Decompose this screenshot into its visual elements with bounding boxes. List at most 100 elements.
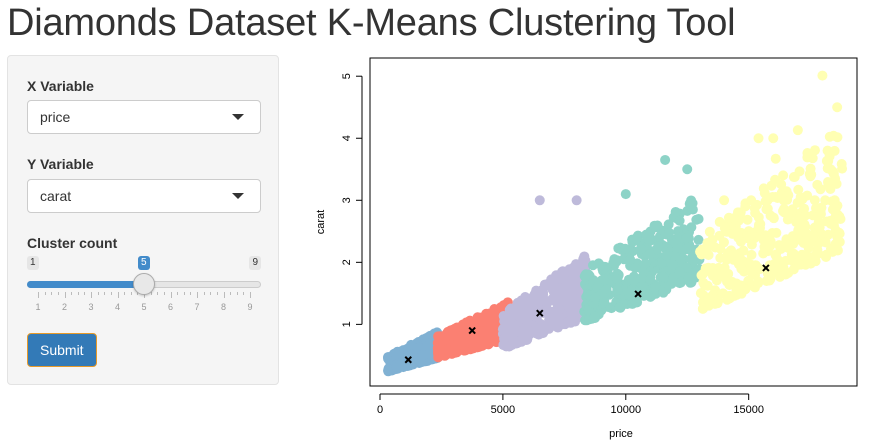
data-point <box>483 339 494 350</box>
outlier-point <box>817 70 828 81</box>
y-variable-select[interactable]: carat <box>27 179 261 213</box>
data-point <box>576 260 587 271</box>
data-point <box>789 171 800 182</box>
data-point <box>527 292 538 303</box>
slider-tick <box>130 292 132 295</box>
cluster-4-points <box>579 195 705 326</box>
data-point <box>466 317 477 328</box>
y-tick-label: 4 <box>341 135 353 141</box>
outlier-point <box>792 125 803 136</box>
data-point <box>706 263 717 274</box>
data-point <box>780 269 791 280</box>
data-point <box>415 356 426 367</box>
x-variable-value: price <box>40 109 71 125</box>
slider-tick <box>77 292 79 295</box>
data-point <box>674 278 685 289</box>
data-point <box>774 240 785 251</box>
data-point <box>612 273 623 284</box>
y-variable-label: Y Variable <box>27 156 94 172</box>
data-point <box>788 239 799 250</box>
data-point <box>554 304 565 315</box>
data-point <box>687 252 698 263</box>
outlier-point <box>829 195 840 206</box>
data-point <box>562 291 573 302</box>
cluster-1-center <box>404 356 412 364</box>
cluster-count-slider[interactable]: 1 5 9 1 2 3 4 5 6 7 8 9 <box>27 256 261 316</box>
data-point <box>681 233 692 244</box>
slider-tick <box>203 292 205 295</box>
data-point <box>727 276 738 287</box>
data-point <box>703 294 714 305</box>
data-point <box>635 243 646 254</box>
data-point <box>696 249 707 260</box>
data-point <box>704 239 715 250</box>
x-variable-select[interactable]: price <box>27 100 261 134</box>
data-point <box>820 237 831 248</box>
data-point <box>822 145 833 156</box>
data-point <box>821 251 832 262</box>
data-point <box>632 297 643 308</box>
data-point <box>661 250 672 261</box>
data-point <box>434 340 445 351</box>
data-point <box>734 282 745 293</box>
data-point <box>808 230 819 241</box>
slider-tick <box>157 292 159 295</box>
data-point <box>796 249 807 260</box>
slider-tick <box>197 292 198 298</box>
data-point <box>580 269 591 280</box>
data-point <box>805 258 816 269</box>
data-point <box>522 318 533 329</box>
data-point <box>799 219 810 230</box>
submit-button[interactable]: Submit <box>27 333 97 367</box>
slider-tick-label: 5 <box>141 302 147 312</box>
data-point <box>779 207 790 218</box>
slider-tick <box>124 292 126 295</box>
data-point <box>499 333 510 344</box>
data-point <box>611 256 622 267</box>
data-point <box>664 227 675 238</box>
cluster-3-center <box>536 309 544 317</box>
data-point <box>424 349 435 360</box>
data-point <box>761 275 772 286</box>
data-point <box>620 243 631 254</box>
slider-tick <box>216 292 218 295</box>
cluster-4-center <box>634 290 642 298</box>
data-point <box>788 264 799 275</box>
data-point <box>623 274 634 285</box>
data-point <box>778 195 789 206</box>
y-axis-label: carat <box>315 210 327 234</box>
cluster-count-label: Cluster count <box>27 235 118 251</box>
slider-value-label: 5 <box>138 256 150 270</box>
slider-track-fill <box>27 281 144 288</box>
data-point <box>727 228 738 239</box>
data-point <box>644 236 655 247</box>
data-point <box>771 249 782 260</box>
data-point <box>693 234 704 245</box>
data-point <box>504 318 515 329</box>
data-point <box>829 145 840 156</box>
data-point <box>645 274 656 285</box>
data-point <box>802 148 813 159</box>
x-tick-label: 10000 <box>610 404 641 416</box>
y-tick-label: 1 <box>341 321 353 327</box>
slider-tick <box>236 292 238 295</box>
slider-handle[interactable] <box>133 273 155 295</box>
cluster-5-center <box>762 264 770 272</box>
data-point <box>447 330 458 341</box>
slider-tick <box>190 292 192 295</box>
data-point <box>434 349 445 360</box>
slider-tick-label: 6 <box>167 302 173 312</box>
slider-tick-label: 7 <box>194 302 200 312</box>
data-point <box>716 270 727 281</box>
outlier-point <box>768 133 779 144</box>
slider-tick <box>243 292 245 295</box>
data-point <box>642 289 653 300</box>
data-point <box>658 287 669 298</box>
data-point <box>719 223 730 234</box>
slider-tick <box>51 292 53 295</box>
data-point <box>589 311 600 322</box>
data-point <box>830 203 841 214</box>
cluster-5-points <box>695 130 847 314</box>
page-title: Diamonds Dataset K-Means Clustering Tool <box>7 2 736 44</box>
slider-tick <box>183 292 185 295</box>
